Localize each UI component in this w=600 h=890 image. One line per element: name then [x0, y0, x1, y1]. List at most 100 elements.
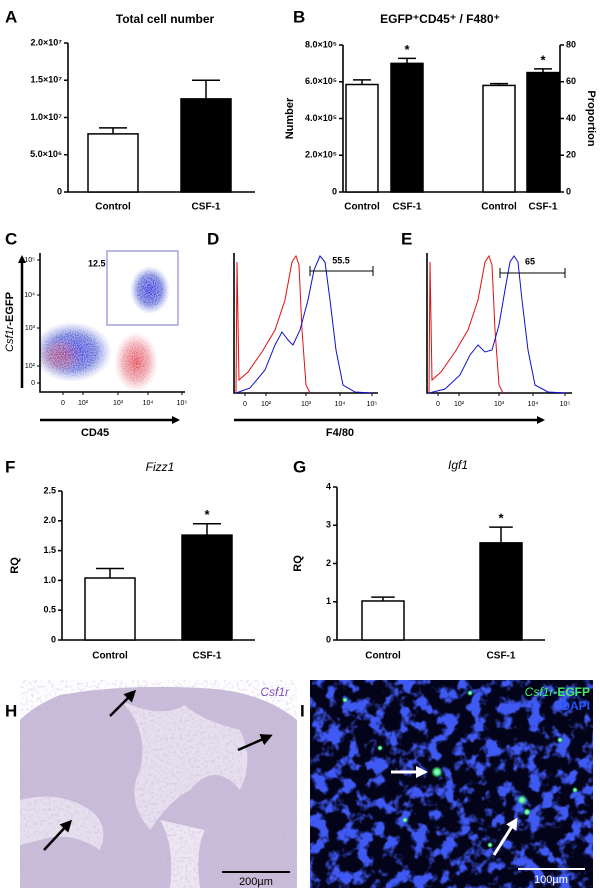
y-tick-label: 0 — [51, 634, 56, 644]
y-tick-label: 0 — [332, 186, 337, 196]
y-label-suffix: -EGFP — [4, 292, 16, 326]
bar — [87, 133, 139, 193]
significance-mark: * — [498, 511, 504, 526]
scale-label: 100µm — [534, 874, 568, 886]
x-tick-label: 10⁴ — [528, 401, 539, 408]
x-tick-label: 10⁵ — [177, 400, 188, 407]
chart-title: Total cell number — [116, 12, 215, 26]
panel-letter: G — [293, 457, 306, 476]
y-tick-label: 6.0×10⁵ — [305, 76, 337, 86]
image-h: Csf1r 200µm H — [5, 680, 297, 888]
arrow — [43, 819, 73, 851]
stain-gene: Csf1r — [525, 685, 555, 699]
x-tick-label: CSF-1 — [487, 651, 516, 662]
y-axis-label: Number — [284, 97, 296, 139]
x-tick-label: Control — [344, 202, 380, 213]
egfp-cell — [572, 787, 578, 793]
bar — [526, 71, 560, 193]
egfp-cell — [467, 690, 473, 696]
x-tick-label: 10⁴ — [335, 401, 346, 408]
y-tick-label: 10³ — [25, 325, 36, 332]
x-tick-label: 10² — [261, 401, 272, 408]
panel-letter: B — [293, 7, 305, 26]
axis-frame — [233, 253, 378, 394]
egfp-cell — [342, 697, 348, 703]
gate-value: 12.5 — [88, 258, 106, 268]
y-tick-label: 0 — [31, 380, 35, 387]
egfp-cell — [377, 745, 383, 751]
arrow — [492, 817, 518, 856]
panel-letter: F — [5, 457, 15, 476]
panel-letter: E — [401, 229, 412, 248]
arrow — [109, 689, 137, 717]
bar — [84, 577, 136, 641]
y-tick-label: 1 — [326, 596, 331, 606]
panel-letter: I — [300, 701, 305, 720]
panel-letter: A — [5, 7, 17, 26]
x-tick-label: 10⁴ — [143, 400, 154, 407]
histogram-curve — [428, 254, 504, 394]
y2-axis-label: Proportion — [585, 90, 597, 146]
x-tick-label: 10⁵ — [560, 401, 571, 408]
x-tick-label: 10² — [78, 400, 89, 407]
chart-title: Igf1 — [448, 458, 468, 472]
x-tick-label: 10³ — [301, 401, 312, 408]
tissue-texture — [310, 680, 593, 888]
y-tick-label: 1.5×10⁷ — [31, 75, 63, 85]
significance-mark: * — [204, 507, 210, 522]
y-tick-label: 0.5 — [43, 605, 56, 615]
egfp-cell — [431, 766, 443, 778]
stain-label: Csf1r-EGFP — [525, 685, 590, 699]
bar — [180, 98, 232, 193]
y-axis-label: RQ — [9, 557, 21, 574]
y-tick-label: 2.0×10⁷ — [31, 37, 63, 47]
x-tick-label: Control — [481, 202, 517, 213]
y-tick-label: 2.0 — [43, 515, 56, 525]
egfp-cell — [487, 842, 493, 848]
y-tick-label: 2 — [326, 558, 331, 568]
x-tick-label: CSF-1 — [193, 651, 222, 662]
histogram-d — [233, 253, 378, 394]
gate-value: 55.5 — [332, 255, 350, 265]
x-tick-label: CSF-1 — [192, 202, 221, 213]
tissue-texture — [20, 680, 297, 888]
y-tick-label: 4.0×10⁵ — [305, 113, 337, 123]
bar — [390, 62, 424, 193]
egfp-cell — [402, 817, 408, 823]
y-tick-label: 8.0×10⁵ — [305, 39, 337, 49]
x-tick-label: Control — [365, 651, 401, 662]
counterstain-label: DAPI — [561, 699, 590, 713]
panel-letter: C — [5, 229, 17, 248]
histogram-e — [426, 253, 572, 394]
y-axis-label: Csf1r-EGFP — [4, 292, 16, 352]
flow-plot-c — [18, 250, 185, 424]
bar — [482, 84, 516, 193]
x-tick-label: 0 — [243, 401, 247, 408]
x-tick-label: 10⁵ — [367, 401, 378, 408]
y-tick-label: 1.0×10⁷ — [31, 112, 63, 122]
x-tick-label: 0 — [436, 401, 440, 408]
x-axis-label: F4/80 — [326, 427, 354, 439]
y-tick-label: 10⁵ — [24, 257, 35, 264]
y-tick-label: 4 — [326, 481, 331, 491]
x-tick-label: 10³ — [113, 400, 124, 407]
x-tick-label: 0 — [61, 400, 65, 407]
x-tick-label: 10³ — [494, 401, 505, 408]
y-tick-label: 0 — [326, 634, 331, 644]
x-tick-label: CSF-1 — [393, 202, 422, 213]
y-tick-label: 0 — [57, 186, 62, 196]
y-tick-label: 1.5 — [43, 545, 56, 555]
bar — [479, 542, 523, 641]
y-tick-label: 2.5 — [43, 485, 56, 495]
egfp-cells — [342, 690, 578, 848]
chart-title: EGFP⁺CD45⁺ / F480⁺ — [380, 12, 500, 26]
x-tick-label: 10² — [454, 401, 465, 408]
y-tick-label: 3 — [326, 520, 331, 530]
y2-tick-label: 0 — [566, 186, 571, 196]
y2-tick-label: 80 — [566, 39, 576, 49]
significance-mark: * — [404, 42, 410, 57]
axis-frame — [39, 253, 185, 393]
bar — [345, 83, 379, 193]
